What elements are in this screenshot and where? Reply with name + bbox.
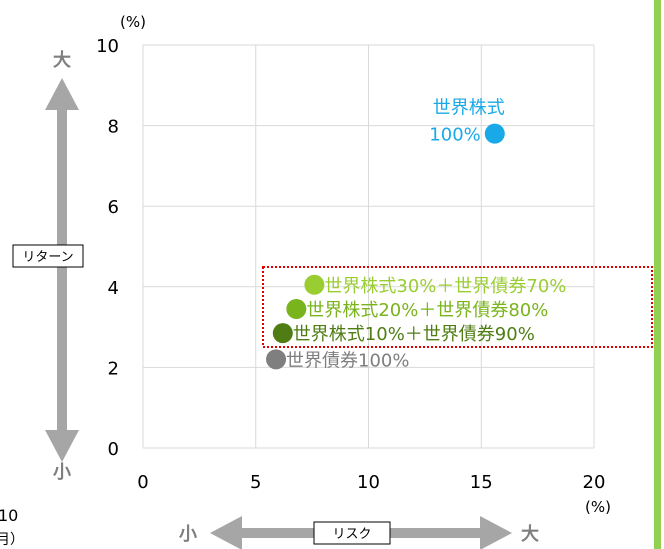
data-points: 世界株式 100% 世界株式30%＋世界債券70% 世界株式20%＋世界債券80% 世界…	[266, 98, 566, 371]
return-high-label: 大	[53, 49, 71, 71]
x-unit-label: (%)	[585, 498, 611, 516]
x-tick-label: 20	[583, 472, 606, 493]
y-tick-label: 2	[108, 358, 119, 379]
accent-bar	[654, 0, 661, 549]
grid	[142, 44, 595, 449]
y-tick-label: 0	[108, 439, 119, 460]
y-tick-label: 6	[108, 197, 119, 218]
data-label: 100%	[429, 125, 480, 146]
y-tick-label: 8	[108, 117, 119, 138]
x-tick-label: 15	[470, 472, 493, 493]
data-label: 世界株式20%＋世界債券80%	[306, 300, 548, 321]
data-point	[286, 298, 307, 319]
data-label: 世界株式	[433, 98, 505, 119]
y-tick-label: 10	[96, 36, 119, 57]
x-tick-label: 10	[357, 472, 380, 493]
return-label: リターン	[22, 250, 73, 265]
highlight-box	[262, 266, 653, 348]
risk-arrow: 小 大 リスク	[179, 516, 539, 549]
data-label: 世界債券100%	[286, 350, 409, 371]
data-label: 世界株式10%＋世界債券90%	[293, 324, 535, 345]
risk-low-label: 小	[179, 524, 197, 545]
cut-text-1: 10	[0, 506, 18, 525]
x-tick-labels: 0 5 10 15 20	[137, 472, 605, 493]
data-point	[304, 274, 325, 295]
y-tick-label: 4	[108, 278, 119, 299]
data-label: 世界株式30%＋世界債券70%	[324, 276, 566, 297]
return-arrow: 大 小 リターン	[12, 49, 84, 483]
data-point	[266, 349, 287, 370]
data-point	[272, 323, 293, 344]
y-tick-labels: 0 2 4 6 8 10	[96, 36, 119, 460]
x-tick-label: 5	[250, 472, 261, 493]
risk-label-box	[313, 521, 391, 545]
return-label-box	[12, 244, 84, 268]
x-tick-label: 0	[137, 472, 148, 493]
cut-text-2: 月）	[0, 532, 24, 548]
y-unit-label: (%)	[120, 13, 146, 31]
return-low-label: 小	[53, 462, 71, 483]
risk-high-label: 大	[521, 523, 539, 545]
risk-label: リスク	[332, 527, 371, 542]
data-point	[484, 123, 505, 144]
